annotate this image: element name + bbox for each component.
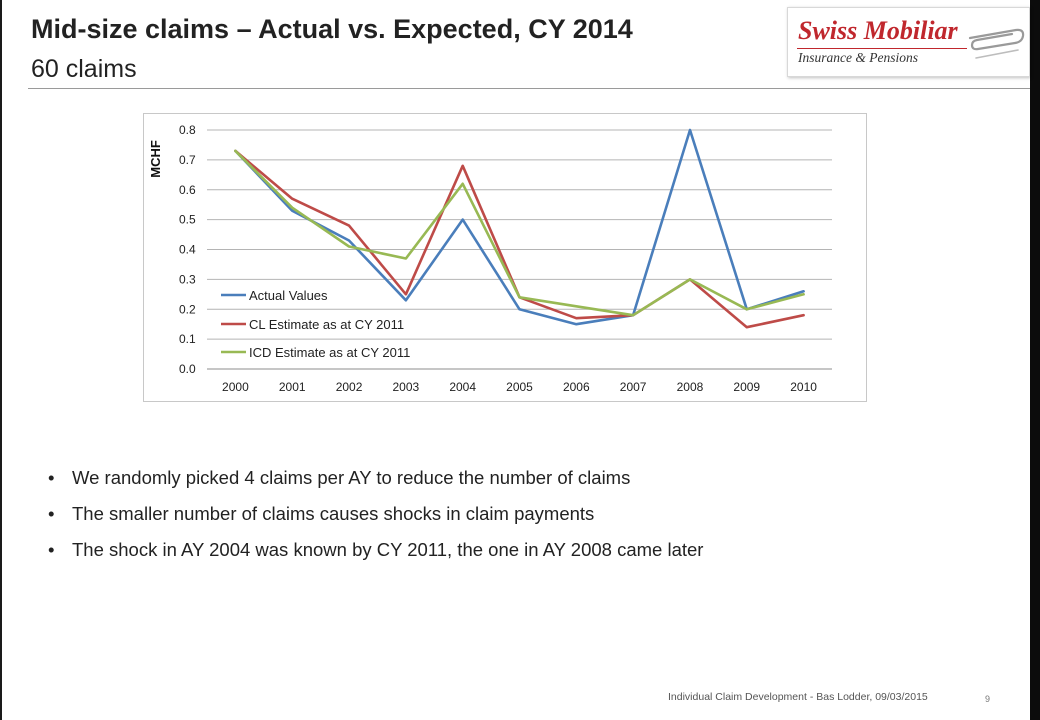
chart-frame bbox=[143, 113, 867, 402]
chart-legend: Actual Values CL Estimate as at CY 2011 IC… bbox=[221, 288, 410, 360]
y-tick-label: 0.4 bbox=[179, 243, 196, 257]
y-axis-label: MCHF bbox=[148, 140, 163, 178]
page-number: 9 bbox=[985, 694, 991, 704]
footer-text: Individual Claim Development - Bas Lodde… bbox=[668, 691, 928, 703]
x-tick-label: 2010 bbox=[790, 380, 817, 394]
y-tick-label: 0.7 bbox=[179, 153, 196, 167]
gridlines bbox=[207, 129, 832, 370]
legend-label: Actual Values bbox=[249, 288, 328, 303]
y-tick-label: 0.3 bbox=[179, 272, 196, 286]
x-tick-label: 2000 bbox=[222, 380, 249, 394]
slide-title: Mid-size claims – Actual vs. Expected, C… bbox=[31, 14, 633, 44]
x-tick-label: 2001 bbox=[279, 380, 306, 394]
legend-label: CL Estimate as at CY 2011 bbox=[249, 317, 404, 332]
y-tick-labels: 0.0 0.1 0.2 0.3 0.4 0.5 0.6 0.7 0.8 bbox=[179, 123, 196, 376]
y-tick-label: 0.2 bbox=[179, 302, 196, 316]
title-divider bbox=[28, 88, 1030, 89]
bullet-text: We randomly picked 4 claims per AY to re… bbox=[72, 467, 631, 488]
bullet-item: • The shock in AY 2004 was known by CY 20… bbox=[48, 537, 703, 573]
x-tick-label: 2007 bbox=[620, 380, 647, 394]
left-border bbox=[0, 0, 2, 720]
slide-subtitle: 60 claims bbox=[31, 55, 137, 83]
x-tick-label: 2004 bbox=[449, 380, 476, 394]
right-edge-bar bbox=[1030, 0, 1040, 720]
paperclip-icon bbox=[968, 28, 1025, 59]
bullet-marker: • bbox=[48, 539, 55, 560]
series-lines bbox=[234, 128, 805, 329]
bullet-text: The shock in AY 2004 was known by CY 201… bbox=[72, 539, 704, 560]
x-tick-label: 2005 bbox=[506, 380, 533, 394]
y-tick-label: 0.5 bbox=[179, 213, 196, 227]
y-tick-label: 0.1 bbox=[179, 332, 196, 346]
x-tick-label: 2003 bbox=[393, 380, 420, 394]
logo-brand-name: Swiss Mobiliar bbox=[798, 16, 958, 45]
company-logo: Swiss Mobiliar Insurance & Pensions bbox=[787, 7, 1030, 77]
x-tick-label: 2008 bbox=[677, 380, 704, 394]
logo-tagline: Insurance & Pensions bbox=[798, 50, 918, 65]
x-tick-label: 2006 bbox=[563, 380, 590, 394]
bullet-marker: • bbox=[48, 503, 55, 524]
logo-underline bbox=[797, 48, 967, 49]
series-line-3 bbox=[234, 149, 805, 317]
x-tick-label: 2002 bbox=[336, 380, 363, 394]
bullet-item: • The smaller number of claims causes sho… bbox=[48, 501, 703, 537]
line-chart: MCHF 0.00.10.20.30.40.50.60.70.8 2000 200… bbox=[143, 113, 867, 402]
y-tick-label: 0.6 bbox=[179, 183, 196, 197]
x-tick-label: 2009 bbox=[733, 380, 760, 394]
y-tick-label: 0.8 bbox=[179, 123, 196, 137]
bullet-marker: • bbox=[48, 467, 55, 488]
bullet-list: • We randomly picked 4 claims per AY to r… bbox=[48, 465, 703, 573]
bullet-item: • We randomly picked 4 claims per AY to r… bbox=[48, 465, 703, 501]
y-tick-label: 0.0 bbox=[179, 362, 196, 376]
bullet-text: The smaller number of claims causes shoc… bbox=[72, 503, 595, 524]
series-line-1 bbox=[234, 128, 805, 326]
x-tick-labels: 2000 2001 2002 2003 2004 2005 2006 2007 2008 2009… bbox=[222, 380, 817, 394]
legend-label: ICD Estimate as at CY 2011 bbox=[249, 345, 410, 360]
